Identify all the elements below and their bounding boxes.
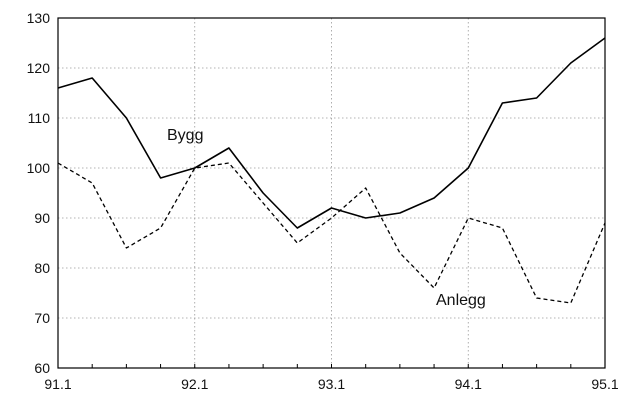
series-lines [57, 37, 606, 304]
grid-lines [58, 18, 605, 368]
y-axis: 60 70 80 90 100 110 120 130 [27, 10, 51, 376]
series-label-anlegg: Anlegg [436, 292, 486, 309]
x-axis: 91.1 92.1 93.1 94.1 95.1 [44, 364, 619, 392]
y-tick-label: 70 [34, 310, 50, 326]
y-tick-label: 130 [27, 10, 51, 26]
y-tick-label: 110 [28, 110, 51, 126]
x-tick-label: 93.1 [318, 376, 345, 392]
y-tick-label: 60 [34, 360, 50, 376]
x-tick-label: 94.1 [455, 376, 482, 392]
y-tick-label: 100 [27, 160, 51, 176]
y-tick-label: 90 [34, 210, 50, 226]
y-tick-label: 80 [34, 260, 50, 276]
x-tick-label: 92.1 [181, 376, 208, 392]
series-line-bygg [57, 37, 606, 229]
y-tick-label: 120 [27, 60, 51, 76]
x-tick-label: 95.1 [591, 376, 618, 392]
series-label-bygg: Bygg [167, 127, 203, 144]
x-tick-label: 91.1 [44, 376, 71, 392]
